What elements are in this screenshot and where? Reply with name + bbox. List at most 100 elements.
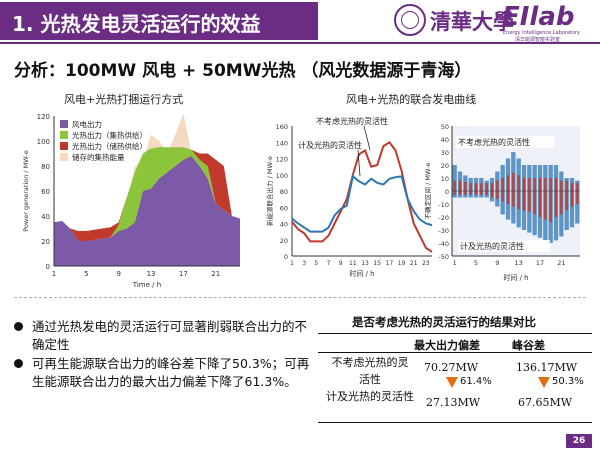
decrease-arrow-icon bbox=[446, 377, 458, 388]
band-with-flex bbox=[522, 178, 526, 211]
slide-title: 1. 光热发电灵活运行的效益 bbox=[12, 12, 261, 36]
band-with-flex bbox=[490, 183, 494, 198]
x-tick-label: 19 bbox=[398, 260, 406, 267]
slide-header: 1. 光热发电灵活运行的效益 清華大學 EIlab Energy Intelli… bbox=[0, 0, 600, 44]
bullet-text-1: 通过光热发电的灵活运行可显著削弱联合出力的不确定性 bbox=[32, 319, 308, 352]
table-row2-max-deviation: 27.13MW bbox=[426, 396, 481, 409]
table-row1-max-deviation: 70.27MW bbox=[424, 361, 479, 374]
annotation-without-flex: 不考虑光热的灵活性 bbox=[316, 116, 388, 126]
legend-label: 光热出力（储热供给） bbox=[72, 141, 147, 151]
x-tick-label: 17 bbox=[386, 260, 394, 267]
y-tick-label: 40 bbox=[441, 136, 449, 144]
area-series-0 bbox=[54, 156, 240, 266]
y-tick-label: -20 bbox=[438, 214, 449, 222]
band-with-flex bbox=[458, 180, 462, 195]
band-with-flex bbox=[570, 183, 574, 207]
band-with-flex bbox=[544, 178, 547, 220]
x-axis-label: 时间 / h bbox=[349, 269, 374, 278]
legend-swatch bbox=[60, 153, 68, 161]
x-tick-label: 21 bbox=[211, 270, 220, 278]
y-tick-label: 80 bbox=[280, 188, 288, 196]
band-with-flex bbox=[512, 172, 515, 207]
band-with-flex bbox=[453, 180, 456, 195]
line-series-1 bbox=[291, 174, 433, 233]
y-tick-label: 100 bbox=[276, 172, 288, 180]
y-tick-label: 60 bbox=[41, 188, 50, 196]
band-with-flex bbox=[565, 180, 568, 211]
bullet-list: 通过光热发电的灵活运行可显著削弱联合出力的不确定性 可再生能源联合出力的峰谷差下… bbox=[12, 318, 312, 392]
table-header-max-deviation: 最大出力偏差 bbox=[414, 339, 480, 352]
x-tick-label: 11 bbox=[349, 260, 357, 267]
x-tick-label: 15 bbox=[373, 260, 381, 267]
change-max-deviation: 61.4% bbox=[460, 376, 492, 387]
annotation-with-flex: 计及光热的灵活性 bbox=[460, 241, 524, 251]
y-tick-label: -50 bbox=[438, 253, 449, 261]
eilab-logo-subtitle-cn: 清华能源智能实验室 bbox=[515, 37, 561, 43]
x-tick-label: 7 bbox=[327, 260, 331, 267]
y-tick-label: 20 bbox=[280, 237, 288, 245]
x-tick-label: 13 bbox=[361, 260, 369, 267]
x-tick-label: 5 bbox=[314, 260, 318, 267]
eilab-logo: EIlab bbox=[502, 2, 575, 32]
annotation-pointer bbox=[357, 149, 361, 177]
x-axis-label: Time / h bbox=[132, 281, 161, 289]
table-header-rule bbox=[318, 352, 592, 353]
bullet-item: 通过光热发电的灵活运行可显著削弱联合出力的不确定性 bbox=[12, 318, 312, 354]
band-with-flex bbox=[474, 183, 478, 195]
band-with-flex bbox=[533, 178, 536, 215]
legend-swatch bbox=[60, 131, 68, 139]
legend-label: 储存的集热能量 bbox=[72, 152, 125, 162]
x-tick-label: 9 bbox=[339, 260, 343, 267]
x-tick-label: 13 bbox=[515, 259, 523, 267]
x-tick-label: 3 bbox=[302, 260, 306, 267]
y-tick-label: 40 bbox=[41, 213, 50, 221]
band-with-flex bbox=[576, 183, 579, 204]
legend-swatch bbox=[60, 142, 68, 150]
y-axis-label: Power generation / MW-e bbox=[22, 150, 30, 232]
x-tick-label: 1 bbox=[290, 260, 294, 267]
annotation-bg bbox=[458, 240, 550, 252]
decrease-arrow-icon bbox=[538, 377, 550, 388]
tsinghua-seal-icon bbox=[394, 4, 426, 36]
x-tick-label: 5 bbox=[84, 270, 88, 278]
band-with-flex bbox=[485, 183, 488, 195]
y-tick-label: 30 bbox=[441, 149, 449, 157]
band-with-flex bbox=[538, 178, 542, 217]
header-divider bbox=[0, 42, 600, 44]
y-tick-label: -30 bbox=[438, 227, 449, 235]
x-tick-label: 17 bbox=[536, 259, 544, 267]
y-tick-label: 140 bbox=[276, 139, 288, 147]
x-tick-label: 1 bbox=[453, 259, 457, 267]
y-axis-label: 新能源联合出力 / MW-e bbox=[265, 156, 274, 226]
x-tick-label: 21 bbox=[557, 259, 565, 267]
y-tick-label: 20 bbox=[41, 238, 50, 246]
y-tick-label: 80 bbox=[41, 163, 50, 171]
band-with-flex bbox=[464, 181, 467, 195]
x-tick-label: 9 bbox=[495, 259, 499, 267]
annotation-without-flex: 不考虑光热的灵活性 bbox=[458, 137, 530, 147]
y-tick-label: 0 bbox=[445, 188, 449, 196]
y-tick-label: 40 bbox=[280, 221, 288, 229]
table-row2-label: 计及光热的灵活性 bbox=[326, 390, 414, 403]
band-with-flex bbox=[501, 178, 504, 202]
y-tick-label: 0 bbox=[284, 253, 288, 261]
bullet-dot-icon bbox=[14, 322, 23, 331]
band-with-flex bbox=[554, 178, 558, 217]
left-area-chart: 0 20 40 60 80 100 120 1 5 9 13 17 21 Time / h Power ge… bbox=[22, 113, 240, 289]
right-band-chart: -50 -40 -30 -20 -10 0 10 20 30 40 50 1 5 9 13 17 21 时间 / … bbox=[423, 123, 580, 282]
line-series-0 bbox=[291, 140, 433, 253]
analysis-heading: 分析：100MW 风电 + 50MW光热 （风光数据源于青海） bbox=[14, 61, 472, 81]
x-axis-label: 时间 / h bbox=[503, 273, 528, 282]
table-row1-peak-valley: 136.17MW bbox=[516, 361, 578, 374]
eilab-logo-subtitle-en: Energy Intelligence Laboratory bbox=[503, 30, 581, 36]
y-tick-label: 60 bbox=[280, 204, 288, 212]
legend-label: 风电出力 bbox=[72, 119, 102, 129]
x-tick-label: 1 bbox=[52, 270, 56, 278]
y-tick-label: -10 bbox=[438, 201, 449, 209]
x-tick-label: 17 bbox=[179, 270, 188, 278]
band-with-flex bbox=[528, 178, 531, 212]
annotation-pointer bbox=[363, 125, 371, 151]
x-tick-label: 13 bbox=[147, 270, 156, 278]
band-with-flex bbox=[480, 183, 483, 195]
